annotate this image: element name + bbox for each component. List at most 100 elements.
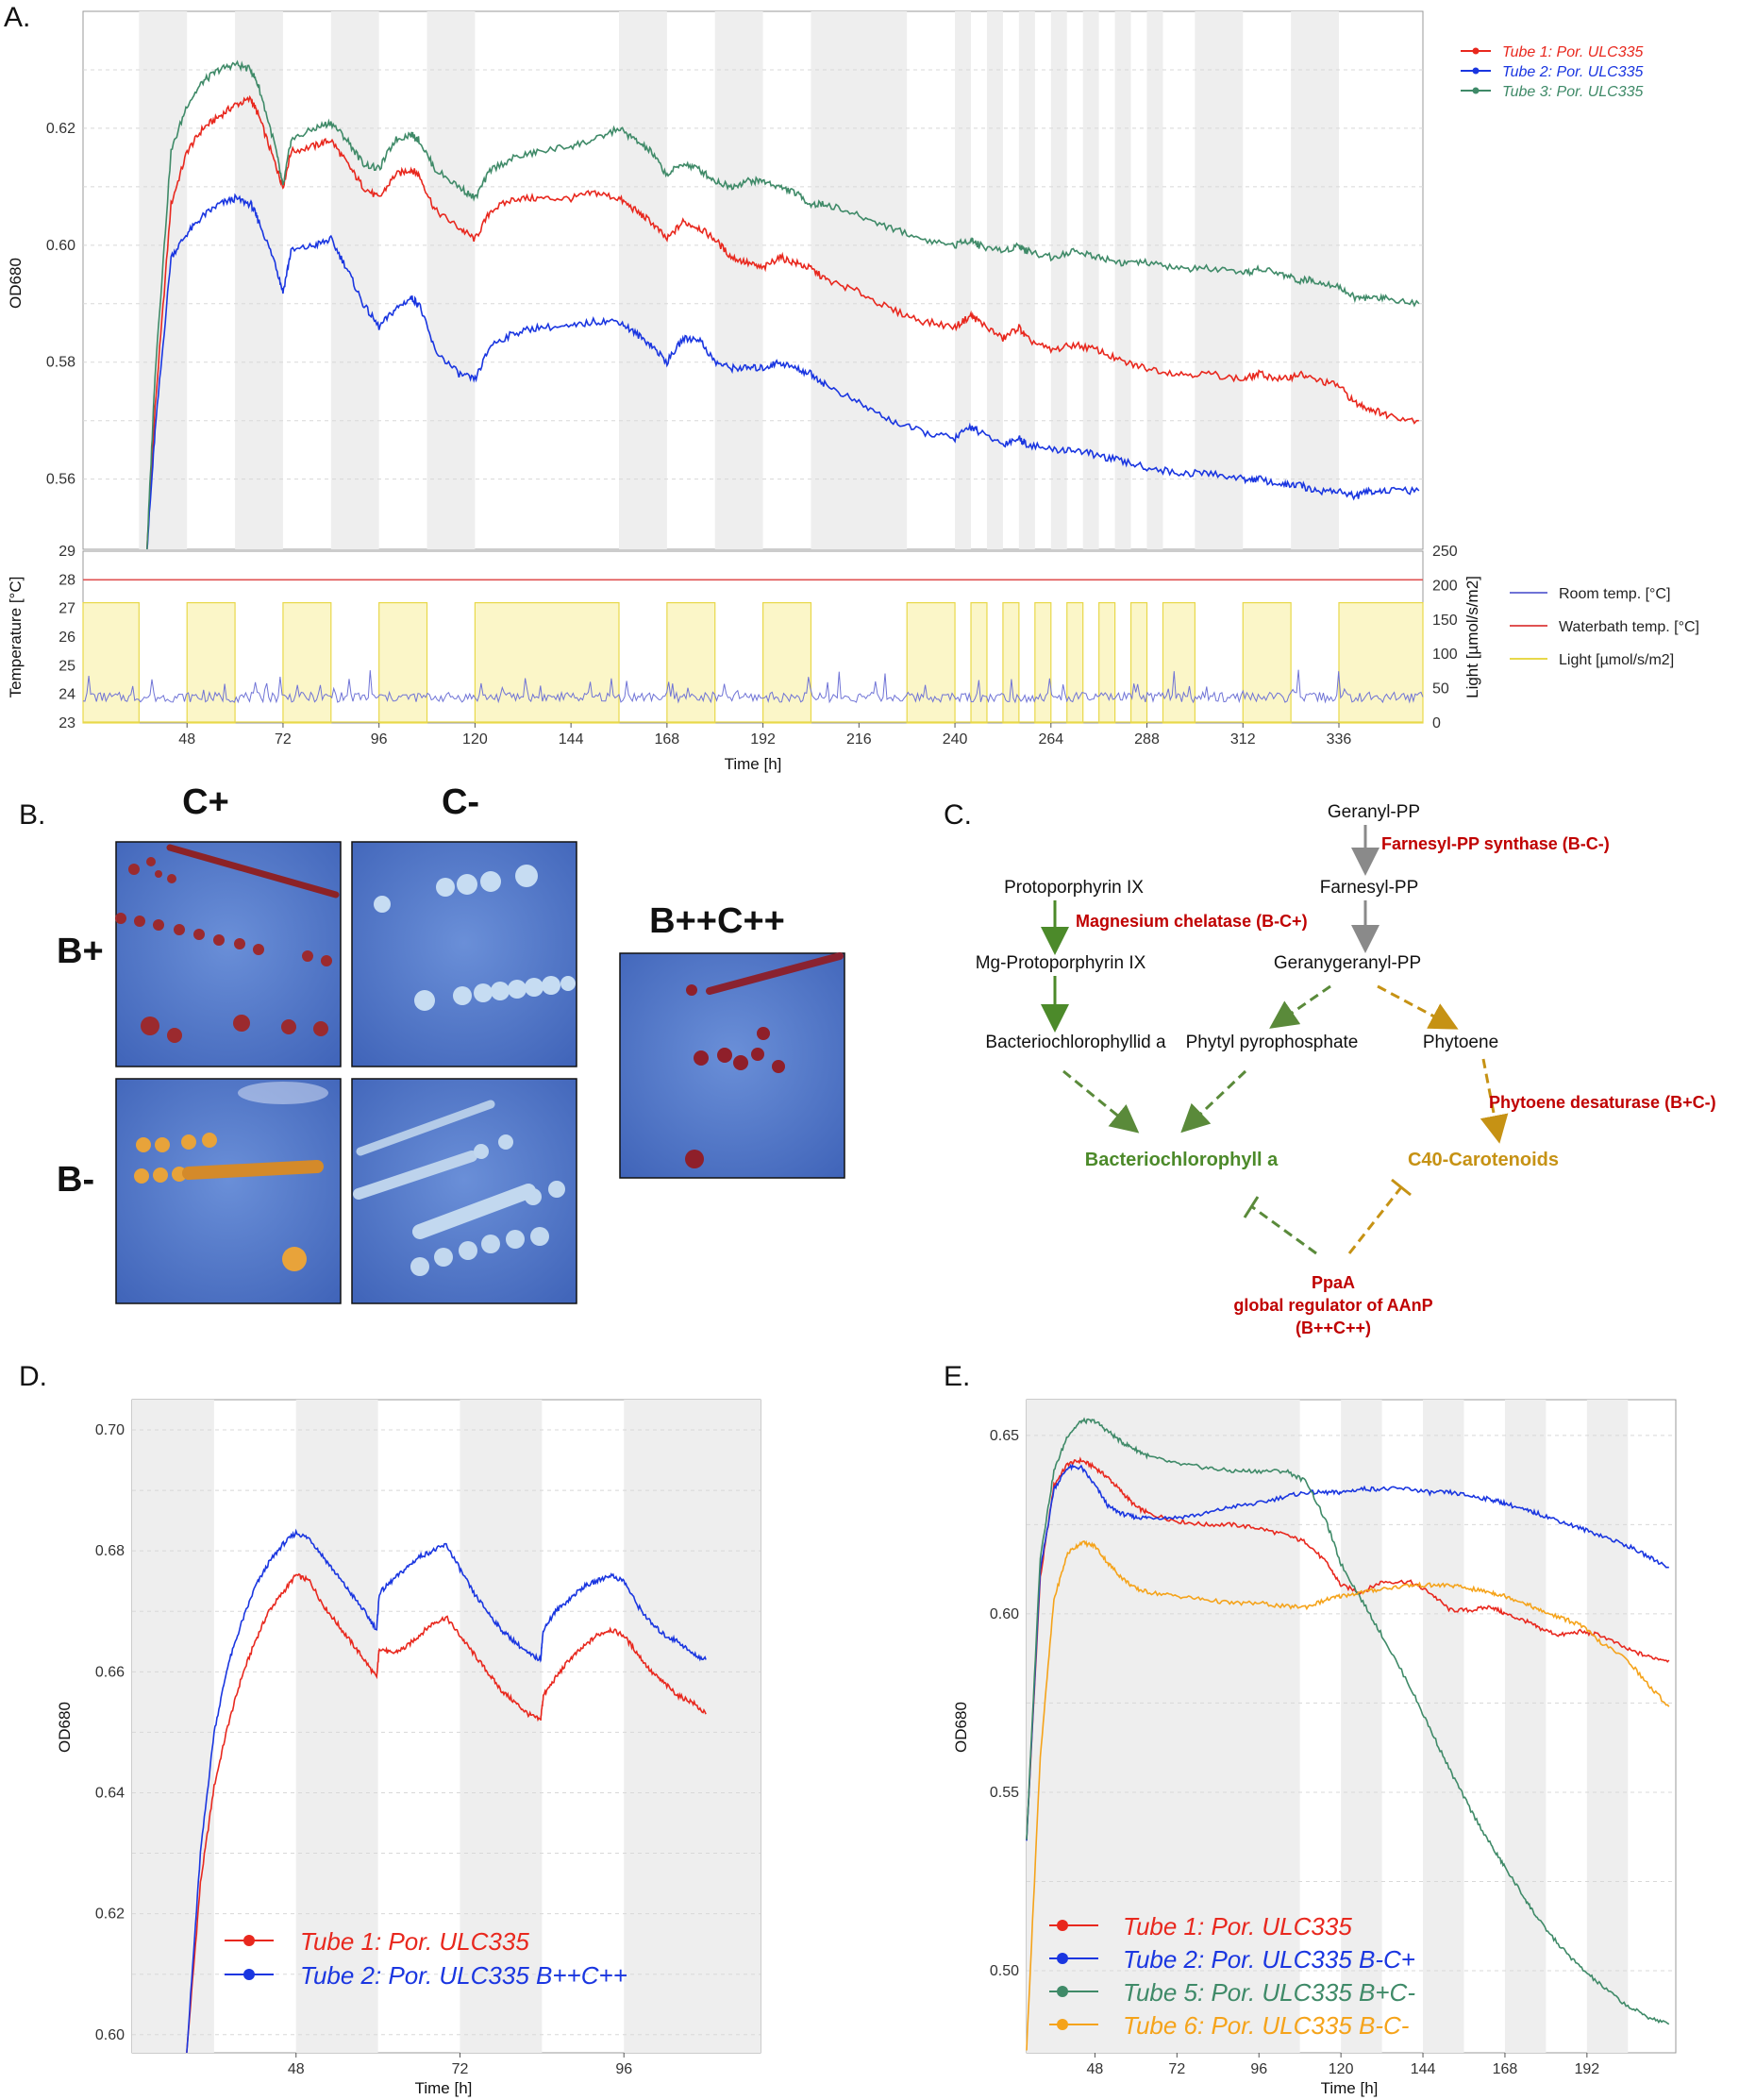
panel-label-b: B.: [19, 799, 45, 831]
e-ytick-label: 0.60: [990, 1606, 1019, 1622]
a-bottom-right-ytick-label: 200: [1432, 578, 1458, 594]
e-xtick-label: 120: [1329, 2061, 1354, 2077]
light-on-period: [1242, 601, 1292, 724]
d-dark-period: [624, 1400, 761, 2053]
e-ytick-label: 0.50: [990, 1963, 1019, 1979]
a-top-series-1: [146, 94, 1419, 550]
light-on-period: [186, 601, 236, 724]
arrow-phytyl-bchla: [1180, 1069, 1247, 1134]
a-top-dark-period: [1291, 11, 1339, 549]
a-bottom-left-ytick-label: 26: [59, 630, 75, 646]
a-top-dark-period: [1195, 11, 1244, 549]
legend-a-tube2: Tube 2: Por. ULC335: [1502, 64, 1644, 80]
node-protoporphyrin: Protoporphyrin IX: [1004, 878, 1144, 898]
a-top-series-2: [146, 193, 1420, 550]
plate-col-c-minus: C-: [442, 782, 479, 822]
d-ytick-label: 0.64: [95, 1785, 125, 1801]
e-y-title: OD680: [952, 1702, 970, 1753]
legend-e-tube5: Tube 5: Por. ULC335 B+C-: [1123, 1978, 1415, 2007]
d-series-1: [186, 1572, 707, 2054]
a-top-dark-period: [426, 11, 476, 549]
a-top-series-3: [146, 59, 1420, 550]
chart-a-od680: 0.56 0.58 0.60 0.62 OD680 Tube 1: Por. ULC3…: [7, 10, 1644, 550]
e-xtick-label: 48: [1087, 2061, 1104, 2077]
light-on-period: [1098, 601, 1116, 724]
light-on-period: [474, 601, 620, 724]
legend-a-top: Tube 1: Por. ULC335 Tube 2: Por. ULC335 …: [1461, 44, 1644, 100]
node-bchl-a: Bacteriochlorophyll a: [1085, 1150, 1279, 1170]
a-bottom-left-ytick-label: 23: [59, 715, 75, 731]
node-phytyl-pp: Phytyl pyrophosphate: [1186, 1033, 1359, 1052]
panel-label-e: E.: [944, 1361, 970, 1392]
node-ppaa: PpaA: [1312, 1273, 1355, 1292]
legend-dot-red: [1472, 47, 1480, 55]
a-top-dark-period: [714, 11, 763, 549]
a-bottom-right-ytick-label: 0: [1432, 715, 1441, 731]
light-on-period: [1162, 601, 1196, 724]
d-dark-period: [460, 1400, 543, 2053]
e-dark-period: [1027, 1400, 1300, 2053]
a-bottom-right-ytick-label: 50: [1432, 681, 1449, 697]
e-series-2: [1026, 1463, 1669, 1841]
light-on-period: [666, 601, 716, 724]
a-bottom-left-ytick-label: 29: [59, 544, 75, 560]
a-top-ytick-label: 0.62: [46, 121, 75, 137]
a-top-dark-period: [811, 11, 908, 549]
a-top-dark-period: [235, 11, 283, 549]
legend-d: Tube 1: Por. ULC335 Tube 2: Por. ULC335 …: [225, 1927, 627, 1990]
panel-c-pathway: Geranyl-PP Farnesyl-PP synthase (B-C-) F…: [976, 802, 1716, 1337]
a-bottom-xtick-label: 264: [1038, 731, 1063, 748]
arrow-ggpp-phytoene: [1377, 984, 1459, 1030]
a-bottom-right-ytick-label: 150: [1432, 613, 1458, 629]
plate-b-plus-plus-c-plus-plus: [619, 952, 845, 1179]
a-bottom-xtick-label: 192: [750, 731, 776, 748]
legend-a-tube3: Tube 3: Por. ULC335: [1502, 84, 1644, 100]
a-bottom-xtick-label: 168: [655, 731, 680, 748]
a-bottom-right-ytick-label: 100: [1432, 647, 1458, 663]
legend-e: Tube 1: Por. ULC335 Tube 2: Por. ULC335 …: [1049, 1912, 1415, 2040]
enzyme-farnesyl-synthase: Farnesyl-PP synthase (B-C-): [1381, 834, 1610, 853]
legend-d-dot-blue: [243, 1969, 255, 1980]
d-xtick-label: 48: [288, 2061, 305, 2077]
a-bottom-left-ytick-label: 25: [59, 658, 75, 674]
legend-dot-blue: [1472, 67, 1480, 75]
light-on-period: [906, 601, 956, 724]
a-top-ytick-label: 0.56: [46, 472, 75, 488]
d-ytick-label: 0.68: [95, 1543, 125, 1559]
light-on-period: [1034, 601, 1052, 724]
a-bottom-xtick-label: 312: [1230, 731, 1256, 748]
d-y-title: OD680: [56, 1702, 74, 1753]
e-xtick-label: 72: [1168, 2061, 1185, 2077]
plate-col-c-plus: C+: [182, 782, 229, 822]
plate-bc-plus-label: B++C++: [649, 901, 785, 941]
a-bottom-xtick-label: 216: [846, 731, 872, 748]
light-on-period: [970, 601, 988, 724]
colonies-b-minus-c-minus: [353, 1100, 565, 1276]
e-xtick-label: 168: [1493, 2061, 1518, 2077]
a-top-y-title: OD680: [7, 258, 25, 309]
light-on-period: [282, 601, 332, 724]
a-top-dark-period: [330, 11, 379, 549]
e-x-title: Time [h]: [1321, 2079, 1379, 2097]
a-bottom-left-ytick-label: 28: [59, 572, 75, 588]
inhibit-ppaa-carot: [1347, 1186, 1403, 1254]
e-series-1: [1026, 1456, 1670, 1840]
a-bottom-xtick-label: 144: [559, 731, 584, 748]
panel-b-plates: C+ C- B+ B- B++C++: [57, 782, 845, 1304]
plate-b-minus-c-plus: [115, 1078, 342, 1304]
a-bottom-xtick-label: 120: [462, 731, 488, 748]
d-dark-period: [132, 1400, 214, 2053]
panel-label-d: D.: [19, 1361, 47, 1392]
inhibit-ppaa-bchl: [1250, 1204, 1317, 1255]
a-bottom-xtick-label: 240: [943, 731, 968, 748]
a-bottom-left-ytick-label: 24: [59, 687, 75, 703]
legend-d-dot-red: [243, 1935, 255, 1946]
inhibit-bar-carot: [1391, 1178, 1412, 1197]
node-geranylgeranyl-pp: Geranygeranyl-PP: [1274, 953, 1421, 973]
a-bottom-right-ytick-label: 250: [1432, 544, 1458, 560]
a-bottom-xtick-label: 96: [371, 731, 388, 748]
legend-dot-green: [1472, 87, 1480, 94]
node-geranyl-pp: Geranyl-PP: [1328, 802, 1420, 822]
light-on-period: [1002, 601, 1020, 724]
